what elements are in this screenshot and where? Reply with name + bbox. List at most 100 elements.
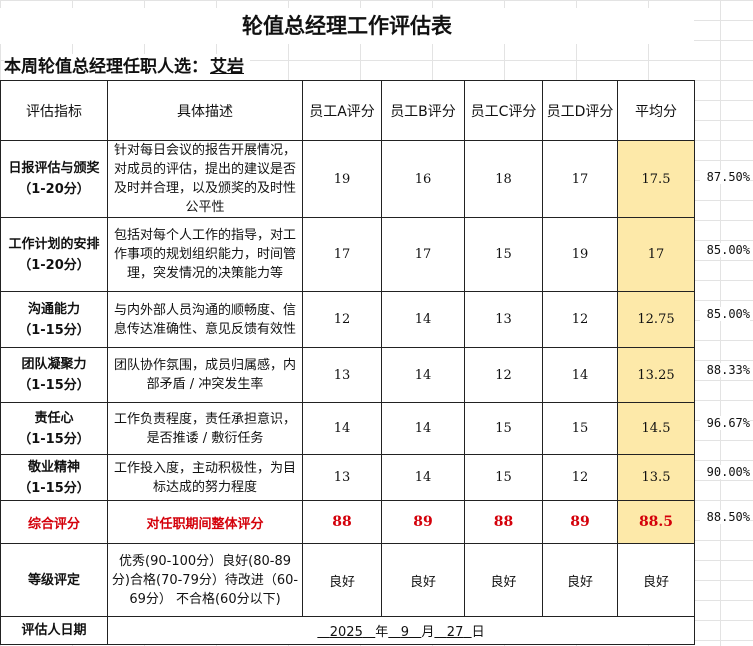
metric-range: （1-15分） — [18, 480, 90, 496]
header-score-d[interactable]: 员工D评分 — [542, 80, 618, 141]
score-b-cell[interactable]: 17 — [381, 217, 465, 292]
avg-cell[interactable]: 12.75 — [617, 291, 695, 348]
metric-cell[interactable]: 敬业精神 （1-15分） — [0, 454, 108, 501]
metric-cell[interactable]: 责任心 （1-15分） — [0, 402, 108, 455]
score-d-cell[interactable]: 15 — [542, 402, 618, 455]
avg-cell[interactable]: 13.5 — [617, 454, 695, 501]
score-b-cell[interactable]: 14 — [381, 454, 465, 501]
score-b-cell[interactable]: 14 — [381, 347, 465, 403]
avg-cell[interactable]: 17 — [617, 217, 695, 292]
date-month: 9 — [400, 625, 409, 640]
table-row: 责任心 （1-15分） 工作负责程度，责任承担意识，是否推诿 / 敷衍任务 14 … — [0, 402, 695, 455]
header-avg[interactable]: 平均分 — [617, 80, 695, 141]
metric-cell[interactable]: 沟通能力 （1-15分） — [0, 291, 108, 348]
date-month-unit: 月 — [421, 625, 435, 640]
header-score-c[interactable]: 员工C评分 — [464, 80, 543, 141]
score-b-cell[interactable]: 14 — [381, 402, 465, 455]
metric-cell[interactable]: 团队凝聚力 （1-15分） — [0, 347, 108, 403]
evaluation-table: 评估指标 具体描述 员工A评分 员工B评分 员工C评分 员工D评分 平均分 日报… — [0, 80, 695, 645]
grade-c-cell[interactable]: 良好 — [464, 543, 543, 617]
metric-range: （1-20分） — [18, 182, 90, 197]
desc-cell[interactable]: 工作投入度，主动积极性，为目标达成的努力程度 — [107, 454, 303, 501]
metric-name: 团队凝聚力 — [21, 357, 87, 372]
score-d-cell[interactable]: 17 — [542, 140, 618, 218]
grade-desc-cell[interactable]: 优秀(90-100分）良好(80-89分)合格(70-79分）待改进（60-69… — [107, 543, 303, 617]
score-a-cell[interactable]: 12 — [302, 291, 382, 348]
score-c-cell[interactable]: 13 — [464, 291, 543, 348]
header-score-a[interactable]: 员工A评分 — [302, 80, 382, 141]
grade-row: 等级评定 优秀(90-100分）良好(80-89分)合格(70-79分）待改进（… — [0, 543, 695, 617]
total-label-cell[interactable]: 综合评分 — [0, 500, 108, 544]
header-row: 评估指标 具体描述 员工A评分 员工B评分 员工C评分 员工D评分 平均分 — [0, 80, 695, 141]
header-metric[interactable]: 评估指标 — [0, 80, 108, 141]
total-score-a-cell[interactable]: 88 — [302, 500, 382, 544]
pct-cell[interactable]: 85.00% — [700, 307, 750, 321]
subtitle: 本周轮值总经理任职人选： 艾岩 — [4, 54, 250, 80]
score-b-cell[interactable]: 14 — [381, 291, 465, 348]
grade-b-cell[interactable]: 良好 — [381, 543, 465, 617]
avg-cell[interactable]: 14.5 — [617, 402, 695, 455]
table-row: 敬业精神 （1-15分） 工作投入度，主动积极性，为目标达成的努力程度 13 14… — [0, 454, 695, 501]
desc-cell[interactable]: 针对每日会议的报告开展情况，对成员的评估，提出的建议是否及时并合理，以及颁奖的及… — [107, 140, 303, 218]
pct-cell[interactable]: 85.00% — [700, 243, 750, 257]
total-avg-cell[interactable]: 88.5 — [617, 500, 695, 544]
table-row: 团队凝聚力 （1-15分） 团队协作氛围，成员归属感，内部矛盾 / 冲突发生率 1… — [0, 347, 695, 403]
total-desc-cell[interactable]: 对任职期间整体评分 — [107, 500, 303, 544]
grade-avg-cell[interactable]: 良好 — [617, 543, 695, 617]
desc-cell[interactable]: 与内外部人员沟通的顺畅度、信息传达准确性、意见反馈有效性 — [107, 291, 303, 348]
desc-cell[interactable]: 团队协作氛围，成员归属感，内部矛盾 / 冲突发生率 — [107, 347, 303, 403]
score-a-cell[interactable]: 13 — [302, 347, 382, 403]
metric-range: （1-20分） — [18, 257, 90, 273]
pct-cell[interactable]: 88.33% — [700, 363, 750, 377]
score-c-cell[interactable]: 15 — [464, 217, 543, 292]
total-score-b-cell[interactable]: 89 — [381, 500, 465, 544]
score-c-cell[interactable]: 12 — [464, 347, 543, 403]
score-d-cell[interactable]: 12 — [542, 454, 618, 501]
grade-d-cell[interactable]: 良好 — [542, 543, 618, 617]
date-year: 2025 — [329, 625, 363, 640]
score-a-cell[interactable]: 13 — [302, 454, 382, 501]
desc-cell[interactable]: 包括对每个人工作的指导，对工作事项的规划组织能力，时间管理，突发情况的决策能力等 — [107, 217, 303, 292]
score-d-cell[interactable]: 19 — [542, 217, 618, 292]
pct-cell[interactable]: 87.50% — [700, 170, 750, 184]
avg-cell[interactable]: 17.5 — [617, 140, 695, 218]
metric-name: 敬业精神 — [27, 459, 80, 475]
metric-name: 责任心 — [34, 410, 74, 426]
header-desc[interactable]: 具体描述 — [107, 80, 303, 141]
subtitle-person[interactable]: 艾岩 — [210, 57, 244, 77]
pct-cell[interactable]: 96.67% — [700, 416, 750, 430]
header-score-b[interactable]: 员工B评分 — [381, 80, 465, 141]
score-d-cell[interactable]: 14 — [542, 347, 618, 403]
pct-cell[interactable]: 90.00% — [700, 465, 750, 479]
date-day-unit: 日 — [471, 625, 485, 640]
footer-row: 评估人日期 2025 年 9 月 27 日 — [0, 616, 695, 645]
score-c-cell[interactable]: 18 — [464, 140, 543, 218]
metric-name: 日报评估与颁奖 — [8, 161, 100, 176]
metric-cell[interactable]: 工作计划的安排 （1-20分） — [0, 217, 108, 292]
total-pct-cell[interactable]: 88.50% — [700, 510, 750, 524]
total-score-d-cell[interactable]: 89 — [542, 500, 618, 544]
total-score-c-cell[interactable]: 88 — [464, 500, 543, 544]
grade-label-cell[interactable]: 等级评定 — [0, 543, 108, 617]
avg-cell[interactable]: 13.25 — [617, 347, 695, 403]
desc-cell[interactable]: 工作负责程度，责任承担意识，是否推诿 / 敷衍任务 — [107, 402, 303, 455]
score-a-cell[interactable]: 14 — [302, 402, 382, 455]
metric-cell[interactable]: 日报评估与颁奖 （1-20分） — [0, 140, 108, 218]
date-year-unit: 年 — [375, 625, 389, 640]
score-a-cell[interactable]: 17 — [302, 217, 382, 292]
score-c-cell[interactable]: 15 — [464, 402, 543, 455]
evaluator-date-cell[interactable]: 2025 年 9 月 27 日 — [107, 616, 695, 645]
grade-a-cell[interactable]: 良好 — [302, 543, 382, 617]
table-row: 沟通能力 （1-15分） 与内外部人员沟通的顺畅度、信息传达准确性、意见反馈有效性… — [0, 291, 695, 348]
score-d-cell[interactable]: 12 — [542, 291, 618, 348]
evaluator-date-label[interactable]: 评估人日期 — [0, 616, 108, 645]
table-row: 日报评估与颁奖 （1-20分） 针对每日会议的报告开展情况，对成员的评估，提出的建… — [0, 140, 695, 218]
sheet-title: 轮值总经理工作评估表 — [0, 8, 694, 44]
score-b-cell[interactable]: 16 — [381, 140, 465, 218]
total-row: 综合评分 对任职期间整体评分 88 89 88 89 88.5 — [0, 500, 695, 544]
metric-range: （1-15分） — [18, 378, 90, 393]
score-a-cell[interactable]: 19 — [302, 140, 382, 218]
metric-range: （1-15分） — [18, 322, 90, 338]
table-row: 工作计划的安排 （1-20分） 包括对每个人工作的指导，对工作事项的规划组织能力，… — [0, 217, 695, 292]
score-c-cell[interactable]: 15 — [464, 454, 543, 501]
